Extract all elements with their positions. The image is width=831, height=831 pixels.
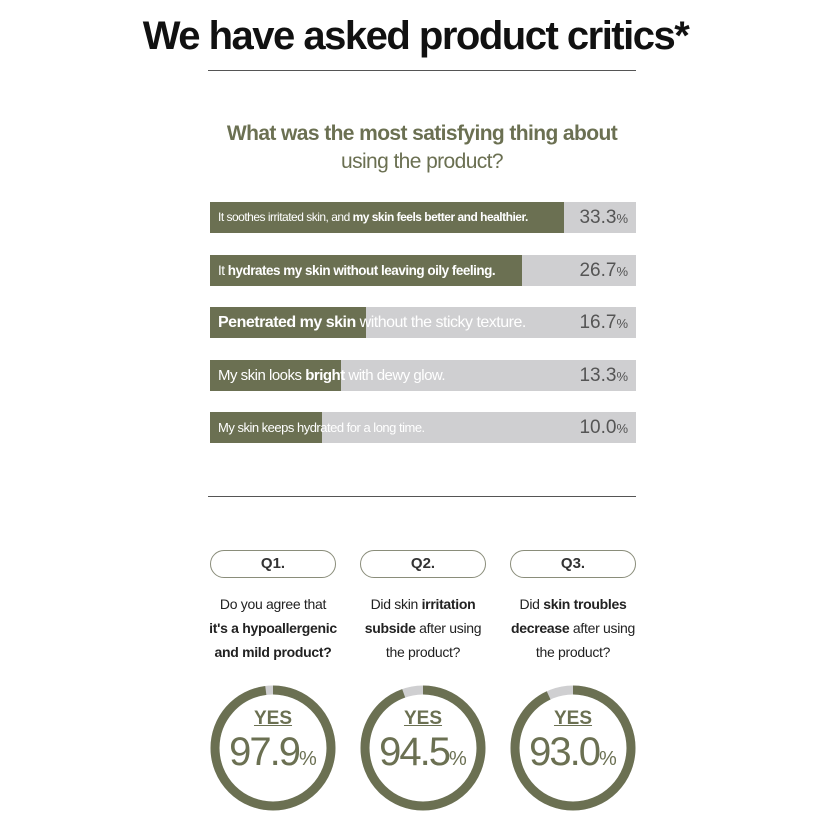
- bar-fill: [210, 307, 366, 338]
- gauge-arc: [210, 685, 336, 811]
- bar-label: My skin keeps hydrated for a long time.: [218, 420, 425, 435]
- chart-title: What was the most satisfying thing about…: [208, 122, 636, 174]
- gauge-value: 94.5%: [379, 730, 467, 774]
- top-divider: [208, 70, 636, 71]
- gauge-value: 93.0%: [529, 730, 617, 774]
- bar-row: Penetrated my skin without the sticky te…: [210, 307, 636, 338]
- gauge-yes-label: YES: [553, 708, 593, 729]
- bar-value-label: 16.7%: [579, 312, 628, 333]
- ring-gauge: YES 93.0%: [507, 682, 639, 814]
- gauge-yes-label: YES: [253, 708, 293, 729]
- gauge-yes-label: YES: [403, 708, 443, 729]
- gauge-arc: [360, 685, 486, 811]
- gauge-value: 97.9%: [229, 730, 317, 774]
- bar-value-label: 13.3%: [579, 365, 628, 386]
- bar-fill: [210, 255, 522, 286]
- bar-value-label: 10.0%: [579, 417, 628, 438]
- bar-label: My skin looks bright with dewy glow.: [218, 367, 446, 384]
- chart-title-line-2: using the product?: [341, 150, 504, 173]
- bar-row: It hydrates my skin without leaving oily…: [210, 255, 636, 286]
- bar-label: It soothes irritated skin, and my skin f…: [218, 210, 528, 224]
- question-text: Do you agree that it's a hypoallergenic an…: [209, 596, 337, 660]
- bar-label: It hydrates my skin without leaving oily…: [218, 263, 496, 278]
- bar-label: Penetrated my skin without the sticky te…: [218, 314, 526, 331]
- bar-row: It soothes irritated skin, and my skin f…: [210, 202, 636, 233]
- middle-divider: [208, 496, 636, 497]
- question-tag: Q2.: [360, 550, 486, 578]
- chart-title-line-1: What was the most satisfying thing about: [226, 122, 618, 145]
- question-text: Did skin troubles decrease after using the…: [511, 596, 635, 660]
- bar-value-label: 33.3%: [579, 207, 628, 228]
- question-text: Did skin irritation subside after using th…: [364, 596, 482, 660]
- bar-fill: [210, 202, 564, 233]
- page-title: We have asked product critics*: [142, 14, 690, 58]
- question-tag: Q1.: [210, 550, 336, 578]
- bar-value-label: 26.7%: [579, 260, 628, 281]
- ring-gauge: YES 94.5%: [357, 682, 489, 814]
- bar-row: My skin keeps hydrated for a long time. 1…: [210, 412, 636, 443]
- bar-fill: [210, 412, 322, 443]
- question-tag: Q3.: [510, 550, 636, 578]
- bar-row: My skin looks bright with dewy glow. 13.3…: [210, 360, 636, 391]
- bar-fill: [210, 360, 341, 391]
- gauge-arc: [510, 685, 636, 811]
- ring-gauge: YES 97.9%: [207, 682, 339, 814]
